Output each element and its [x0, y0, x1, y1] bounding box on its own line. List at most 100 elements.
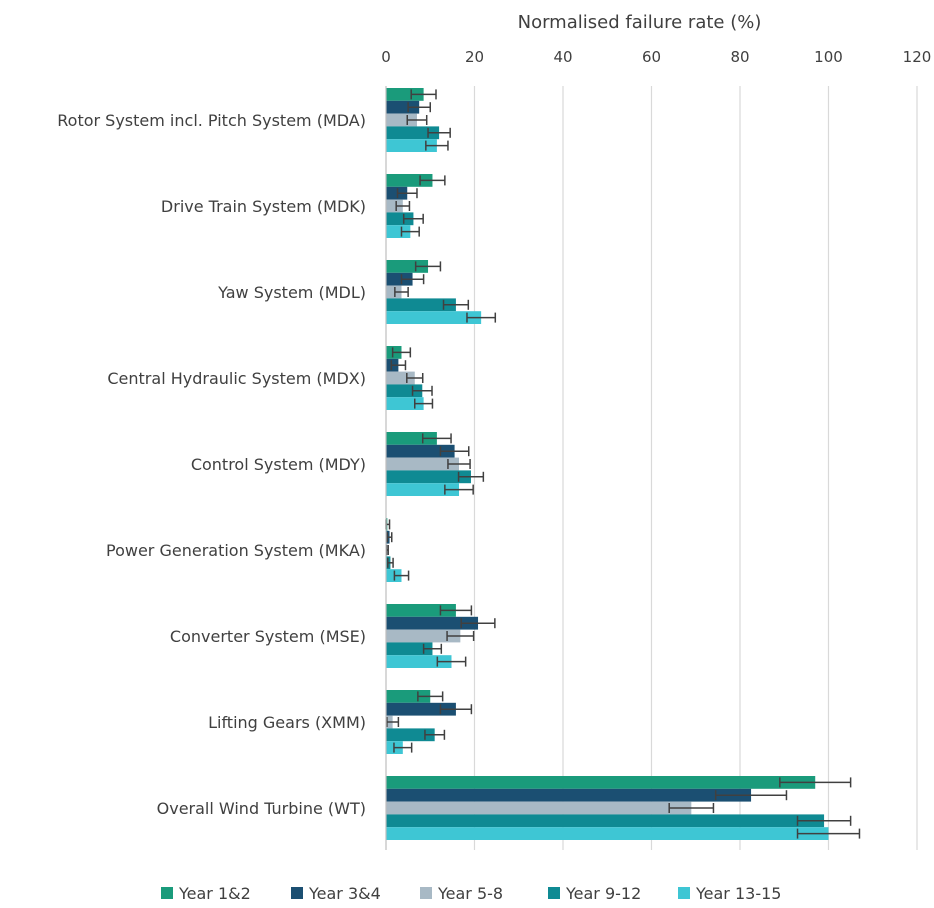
bar-8-2: [386, 801, 692, 815]
error-bar-1-0: [419, 175, 446, 186]
error-bar-8-3: [796, 815, 852, 826]
category-label-7: Lifting Gears (XMM): [208, 713, 366, 732]
bar-6-0: [386, 604, 456, 617]
category-label-3: Central Hydraulic System (MDX): [107, 369, 366, 388]
error-bar-8-1: [714, 790, 788, 801]
bar-6-1: [386, 616, 479, 630]
x-tick-label-20: 20: [465, 48, 484, 66]
x-tick-label-80: 80: [730, 48, 749, 66]
bar-6-2: [386, 629, 461, 643]
error-bar-2-3: [442, 299, 470, 310]
error-bar-7-2: [386, 717, 400, 727]
bar-0-2: [386, 113, 417, 127]
bars: [386, 88, 829, 840]
legend-item-2: Year 5-8: [420, 884, 503, 903]
bar-8-3: [386, 814, 825, 828]
error-bar-6-0: [439, 605, 473, 616]
error-bar-3-1: [390, 360, 407, 371]
x-tick-label-120: 120: [903, 48, 932, 66]
legend-item-0: Year 1&2: [161, 884, 251, 903]
error-bar-2-0: [414, 261, 442, 272]
error-bar-4-2: [447, 459, 471, 469]
category-label-5: Power Generation System (MKA): [106, 541, 366, 560]
bar-4-1: [386, 444, 455, 458]
error-bar-4-0: [421, 433, 452, 444]
error-bar-7-4: [393, 742, 413, 753]
error-bar-2-1: [400, 274, 425, 285]
legend-swatch-3: [548, 887, 560, 899]
error-bar-1-1: [396, 188, 418, 199]
error-bar-7-0: [417, 691, 444, 702]
bar-6-3: [386, 642, 433, 656]
error-bar-1-2: [395, 201, 411, 211]
category-label-2: Yaw System (MDL): [217, 283, 366, 302]
x-tick-label-60: 60: [642, 48, 661, 66]
category-label-4: Control System (MDY): [191, 455, 366, 474]
error-bar-3-2: [406, 373, 424, 383]
bar-4-4: [386, 483, 460, 496]
bar-2-0: [386, 260, 429, 273]
category-label-8: Overall Wind Turbine (WT): [157, 799, 366, 818]
legend-swatch-0: [161, 887, 173, 899]
category-label-1: Drive Train System (MDK): [161, 197, 366, 216]
bar-1-0: [386, 174, 433, 187]
bar-2-1: [386, 272, 413, 286]
error-bar-6-2: [446, 631, 475, 641]
error-bar-6-1: [460, 618, 496, 629]
error-bar-4-4: [444, 484, 474, 495]
x-tick-label-0: 0: [381, 48, 391, 66]
bar-8-1: [386, 788, 752, 802]
gridlines: [473, 86, 918, 850]
bar-4-0: [386, 432, 437, 445]
error-bar-5-3: [387, 557, 394, 568]
error-bar-3-0: [391, 347, 412, 358]
bar-1-4: [386, 225, 411, 238]
legend-label-0: Year 1&2: [178, 884, 251, 903]
legend-item-4: Year 13-15: [678, 884, 781, 903]
bar-3-2: [386, 371, 415, 385]
legend-item-1: Year 3&4: [291, 884, 381, 903]
error-bar-8-2: [668, 803, 715, 813]
x-tick-labels: 0 20 40 60 80 100 120: [381, 48, 931, 66]
bar-2-3: [386, 298, 456, 312]
error-bar-0-3: [427, 127, 451, 138]
bar-7-0: [386, 690, 431, 703]
error-bar-3-4: [414, 398, 434, 409]
legend-label-4: Year 13-15: [695, 884, 781, 903]
bar-2-4: [386, 311, 482, 324]
error-bar-4-1: [439, 446, 470, 457]
bar-7-1: [386, 702, 456, 716]
category-label-6: Converter System (MSE): [170, 627, 366, 646]
error-bar-4-3: [457, 471, 485, 482]
bar-0-3: [386, 126, 440, 140]
bar-0-4: [386, 139, 437, 152]
bar-0-1: [386, 100, 420, 114]
x-axis-title: Normalised failure rate (%): [518, 12, 762, 33]
error-bar-7-3: [424, 729, 446, 740]
error-bar-6-3: [422, 643, 443, 654]
bar-4-2: [386, 457, 460, 471]
legend-swatch-4: [678, 887, 690, 899]
error-bar-1-4: [400, 226, 420, 237]
legend-label-3: Year 9-12: [565, 884, 641, 903]
x-tick-label-100: 100: [814, 48, 843, 66]
legend-label-1: Year 3&4: [308, 884, 381, 903]
bar-0-0: [386, 88, 424, 101]
error-bar-0-4: [425, 140, 449, 151]
bar-1-1: [386, 186, 408, 200]
bar-4-3: [386, 470, 471, 484]
legend: Year 1&2 Year 3&4 Year 5-8 Year 9-12 Year 13…: [161, 884, 781, 903]
error-bar-2-2: [394, 287, 409, 297]
bar-1-2: [386, 199, 403, 213]
bar-8-0: [386, 776, 816, 789]
error-bar-6-4: [436, 656, 467, 667]
legend-item-3: Year 9-12: [548, 884, 641, 903]
bar-8-4: [386, 827, 829, 840]
error-bar-7-1: [439, 704, 473, 715]
x-tick-label-40: 40: [553, 48, 572, 66]
error-bar-8-4: [796, 828, 861, 839]
bar-1-3: [386, 212, 414, 226]
category-label-0: Rotor System incl. Pitch System (MDA): [57, 111, 366, 130]
error-bar-1-3: [402, 213, 424, 224]
